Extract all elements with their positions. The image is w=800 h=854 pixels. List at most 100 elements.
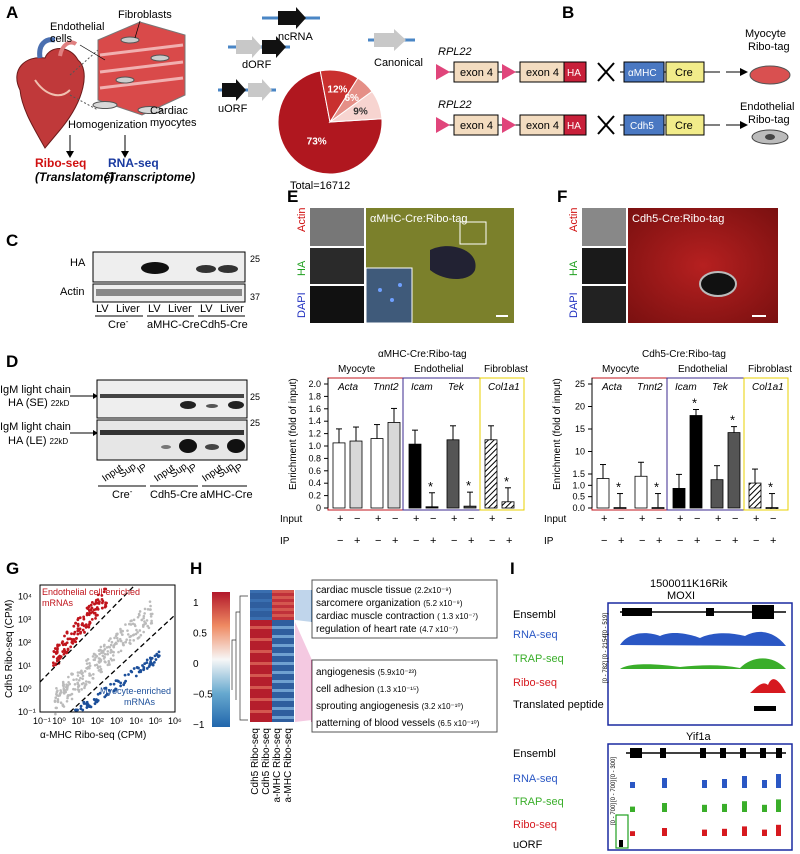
pie-label-canonical: 73% bbox=[307, 136, 327, 147]
significance-star: * bbox=[730, 413, 735, 428]
heatmap-cell bbox=[250, 611, 261, 614]
heatmap-cell bbox=[283, 668, 294, 671]
heatmap-cell bbox=[261, 635, 272, 638]
point-myocyte bbox=[148, 663, 152, 667]
point-other bbox=[143, 620, 146, 623]
track1-label: Ensembl bbox=[513, 609, 556, 621]
point-myocyte bbox=[104, 686, 108, 690]
bar-col1a1-ip bbox=[501, 501, 515, 509]
heatmap-cell bbox=[261, 647, 272, 650]
gene2-exon bbox=[660, 748, 666, 758]
point-endothelial bbox=[71, 640, 74, 643]
point-other bbox=[144, 622, 147, 625]
point-endothelial bbox=[56, 643, 60, 647]
point-myocyte bbox=[149, 660, 153, 664]
panel-label-b: B bbox=[562, 3, 574, 22]
y-tick-label: 1.6 bbox=[308, 404, 321, 414]
heatmap-cell bbox=[272, 704, 283, 707]
lane-d-sup-2: Sup bbox=[168, 461, 189, 480]
heatmap-cell bbox=[261, 698, 272, 701]
label-fibroblasts: Fibroblasts bbox=[118, 9, 172, 21]
heatmap-cell bbox=[283, 629, 294, 632]
y-tick-label: 25 bbox=[575, 379, 585, 389]
y-tick-label: 0 bbox=[316, 503, 321, 513]
heatmap-cell bbox=[261, 641, 272, 644]
heatmap-column-label: a-MHC Ribo-seq bbox=[272, 728, 283, 802]
point-endothelial bbox=[52, 664, 55, 667]
point-other bbox=[145, 619, 149, 622]
go-term-bottom: patterning of blood vessels (6.5 x10⁻¹⁰) bbox=[316, 718, 480, 729]
point-other bbox=[67, 675, 70, 679]
x-tick-label: 10¹ bbox=[72, 716, 85, 726]
scale-label: 0 bbox=[193, 659, 199, 670]
exon4-label-1b: exon 4 bbox=[526, 67, 559, 79]
point-other bbox=[84, 683, 88, 686]
track2-ribo-peak bbox=[722, 828, 727, 836]
heatmap-cell bbox=[250, 695, 261, 698]
sign-input: − bbox=[694, 513, 700, 525]
gene-label-tek: Tek bbox=[712, 382, 729, 393]
box-fibroblast bbox=[479, 377, 525, 511]
heatmap-cell bbox=[283, 704, 294, 707]
track1-ribo bbox=[750, 679, 786, 693]
sign-ip: − bbox=[753, 535, 759, 547]
track2-label: TRAP-seq bbox=[513, 796, 564, 808]
e-ha-label: HA bbox=[296, 260, 308, 276]
track2-rna-peak bbox=[630, 782, 635, 788]
color-scale-bar bbox=[212, 592, 230, 727]
canonical-icon bbox=[368, 29, 415, 51]
annotation-endothelial: Endothelial cell-enriched bbox=[42, 587, 140, 597]
heatmap-cell bbox=[250, 623, 261, 626]
point-endothelial bbox=[66, 637, 70, 641]
point-endothelial bbox=[84, 625, 88, 629]
point-myocyte bbox=[82, 702, 86, 705]
label-translatome: (Translatome) bbox=[35, 170, 114, 184]
heatmap-cell bbox=[250, 599, 261, 602]
point-other bbox=[55, 687, 58, 690]
sign-ip: − bbox=[413, 535, 419, 547]
point-other bbox=[84, 680, 88, 683]
track2-ribo-peak bbox=[630, 831, 635, 836]
heatmap-cell bbox=[261, 623, 272, 626]
point-other bbox=[103, 653, 107, 656]
track2-ribo-peak bbox=[702, 829, 707, 836]
heatmap-cell bbox=[283, 590, 294, 593]
y-tick-label: 1.0 bbox=[572, 480, 585, 490]
pie-label-ncrna: 9% bbox=[353, 106, 368, 117]
heatmap-cell bbox=[250, 608, 261, 611]
heart-illustration bbox=[16, 37, 85, 149]
bar-icam-input bbox=[672, 487, 686, 509]
blot-d-row2: IgM light chain bbox=[0, 421, 71, 433]
point-endothelial bbox=[58, 655, 61, 659]
heatmap-cell bbox=[283, 632, 294, 635]
heatmap-cell bbox=[272, 650, 283, 653]
heatmap-cell bbox=[272, 707, 283, 710]
label-cells: cells bbox=[50, 33, 73, 45]
panel-label-i: I bbox=[510, 559, 515, 578]
point-other bbox=[100, 670, 103, 674]
heatmap-cell bbox=[283, 713, 294, 716]
group-myocyte: Myocyte bbox=[338, 364, 376, 375]
y-tick-label: 10² bbox=[18, 638, 31, 648]
point-other bbox=[99, 649, 103, 652]
track2-trap-peak bbox=[630, 806, 635, 812]
heatmap-cell bbox=[283, 689, 294, 692]
heatmap-cell bbox=[250, 704, 261, 707]
point-other bbox=[98, 665, 102, 668]
heatmap-cell bbox=[261, 599, 272, 602]
point-other bbox=[78, 671, 82, 674]
bar-icam-input bbox=[408, 443, 422, 509]
point-other bbox=[92, 672, 95, 676]
track2-range: [0 - 700] bbox=[611, 803, 617, 825]
point-myocyte bbox=[87, 705, 91, 709]
track1-label: TRAP-seq bbox=[513, 653, 564, 665]
significance-star: * bbox=[428, 479, 433, 494]
point-myocyte bbox=[119, 684, 123, 688]
point-endothelial bbox=[79, 631, 82, 635]
heatmap-cell bbox=[272, 593, 283, 596]
point-other bbox=[73, 688, 77, 691]
y-tick-label: 2.0 bbox=[308, 379, 321, 389]
point-other bbox=[55, 706, 58, 710]
gene1-name: 1500011K16Rik bbox=[650, 578, 728, 590]
